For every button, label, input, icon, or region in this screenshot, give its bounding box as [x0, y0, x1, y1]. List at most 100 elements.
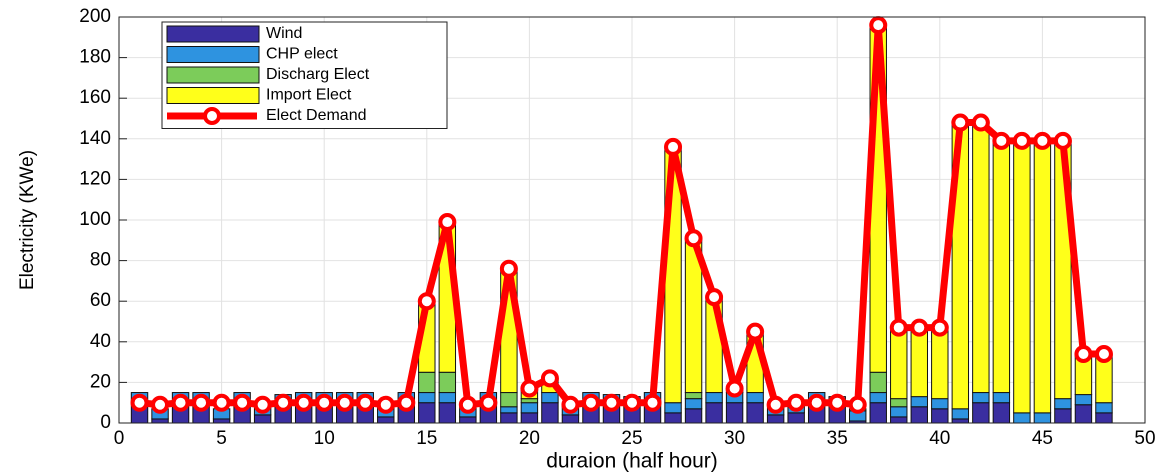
- demand-marker: [889, 318, 908, 337]
- legend-swatch: [166, 66, 260, 84]
- bar-segment: [951, 408, 970, 420]
- bar-segment: [253, 414, 272, 424]
- legend-label: Import Elect: [266, 87, 352, 104]
- x-tick-label: 40: [929, 428, 950, 449]
- legend-label: Wind: [266, 25, 302, 42]
- bar-segment: [705, 402, 723, 424]
- bar-segment: [725, 402, 744, 424]
- bar-segment: [787, 412, 805, 424]
- bar-segment: [1054, 408, 1072, 424]
- demand-marker: [335, 393, 354, 412]
- bar-segment: [972, 122, 990, 394]
- demand-marker: [499, 259, 518, 278]
- bar-segment: [1074, 404, 1093, 424]
- bar-segment: [520, 412, 539, 424]
- demand-marker: [561, 395, 580, 414]
- bar-segment: [684, 392, 703, 400]
- legend-label: CHP elect: [266, 46, 338, 63]
- bar-segment: [1095, 402, 1113, 414]
- bar-segment: [869, 392, 887, 404]
- bar-segment: [972, 392, 990, 404]
- demand-marker: [171, 393, 190, 412]
- bar-segment: [1033, 140, 1052, 414]
- y-tick-label: 40: [90, 331, 111, 352]
- demand-marker: [1074, 344, 1093, 363]
- x-tick-label: 35: [827, 428, 848, 449]
- bar-segment: [1033, 412, 1052, 424]
- bar-segment: [418, 371, 436, 394]
- demand-marker: [643, 393, 662, 412]
- bar-segment: [1095, 412, 1113, 424]
- demand-marker: [315, 393, 334, 412]
- bar-segment: [520, 398, 539, 404]
- demand-marker: [746, 322, 765, 341]
- bar-segment: [561, 414, 580, 424]
- legend-swatch: [166, 46, 260, 63]
- x-tick-label: 25: [621, 428, 642, 449]
- bar-segment: [459, 416, 477, 424]
- demand-marker: [684, 229, 703, 248]
- bar-segment: [151, 418, 169, 424]
- demand-marker: [581, 393, 600, 412]
- demand-marker: [828, 393, 847, 412]
- bar-segment: [541, 402, 559, 424]
- bar-segment: [684, 398, 703, 410]
- x-tick-label: 45: [1032, 428, 1053, 449]
- demand-marker: [725, 379, 744, 398]
- demand-marker: [623, 393, 641, 412]
- bar-segment: [212, 418, 231, 424]
- demand-marker: [356, 393, 375, 412]
- bar-segment: [1013, 140, 1031, 414]
- bar-segment: [418, 402, 436, 424]
- x-tick-label: 30: [724, 428, 745, 449]
- bar-segment: [992, 402, 1011, 424]
- y-tick-label: 80: [90, 250, 111, 271]
- demand-marker: [1033, 131, 1052, 150]
- bar-segment: [664, 402, 682, 414]
- bar-segment: [684, 408, 703, 424]
- demand-marker: [540, 369, 559, 388]
- bar-segment: [890, 416, 908, 424]
- y-tick-label: 0: [100, 412, 111, 433]
- demand-marker: [664, 137, 683, 156]
- bar-segment: [664, 412, 682, 424]
- bar-segment: [931, 408, 949, 424]
- bar-segment: [520, 402, 539, 414]
- y-axis-label: Electricity (KWe): [17, 150, 38, 290]
- bar-segment: [910, 327, 928, 398]
- bar-segment: [438, 392, 457, 404]
- x-tick-label: 10: [314, 428, 335, 449]
- y-tick-label: 200: [79, 6, 111, 27]
- demand-marker: [807, 393, 826, 412]
- demand-marker: [253, 395, 272, 414]
- demand-marker: [766, 395, 785, 414]
- x-tick-label: 0: [114, 428, 125, 449]
- x-tick-label: 15: [416, 428, 437, 449]
- legend-label: Elect Demand: [266, 107, 367, 124]
- bar-segment: [992, 140, 1011, 394]
- bar-segment: [1054, 398, 1072, 410]
- bar-segment: [1074, 394, 1093, 406]
- bar-segment: [869, 402, 887, 424]
- bar-segment: [541, 392, 559, 404]
- bar-segment: [992, 392, 1011, 404]
- bar-segment: [746, 402, 764, 424]
- y-tick-label: 140: [79, 128, 111, 149]
- bar-segment: [746, 392, 764, 404]
- demand-marker: [1094, 344, 1113, 363]
- legend-label: Discharg Elect: [266, 66, 370, 83]
- demand-marker: [417, 292, 436, 311]
- demand-marker: [848, 395, 867, 414]
- bar-segment: [438, 371, 457, 394]
- y-tick-label: 20: [90, 371, 111, 392]
- x-tick-label: 5: [216, 428, 227, 449]
- demand-marker: [602, 393, 621, 412]
- bar-segment: [931, 398, 949, 410]
- y-tick-label: 100: [79, 209, 111, 230]
- demand-marker: [274, 393, 293, 412]
- x-axis-label: duraion (half hour): [546, 450, 718, 472]
- bar-segment: [1013, 412, 1031, 424]
- bar-segment: [910, 406, 928, 424]
- bar-segment: [890, 327, 908, 400]
